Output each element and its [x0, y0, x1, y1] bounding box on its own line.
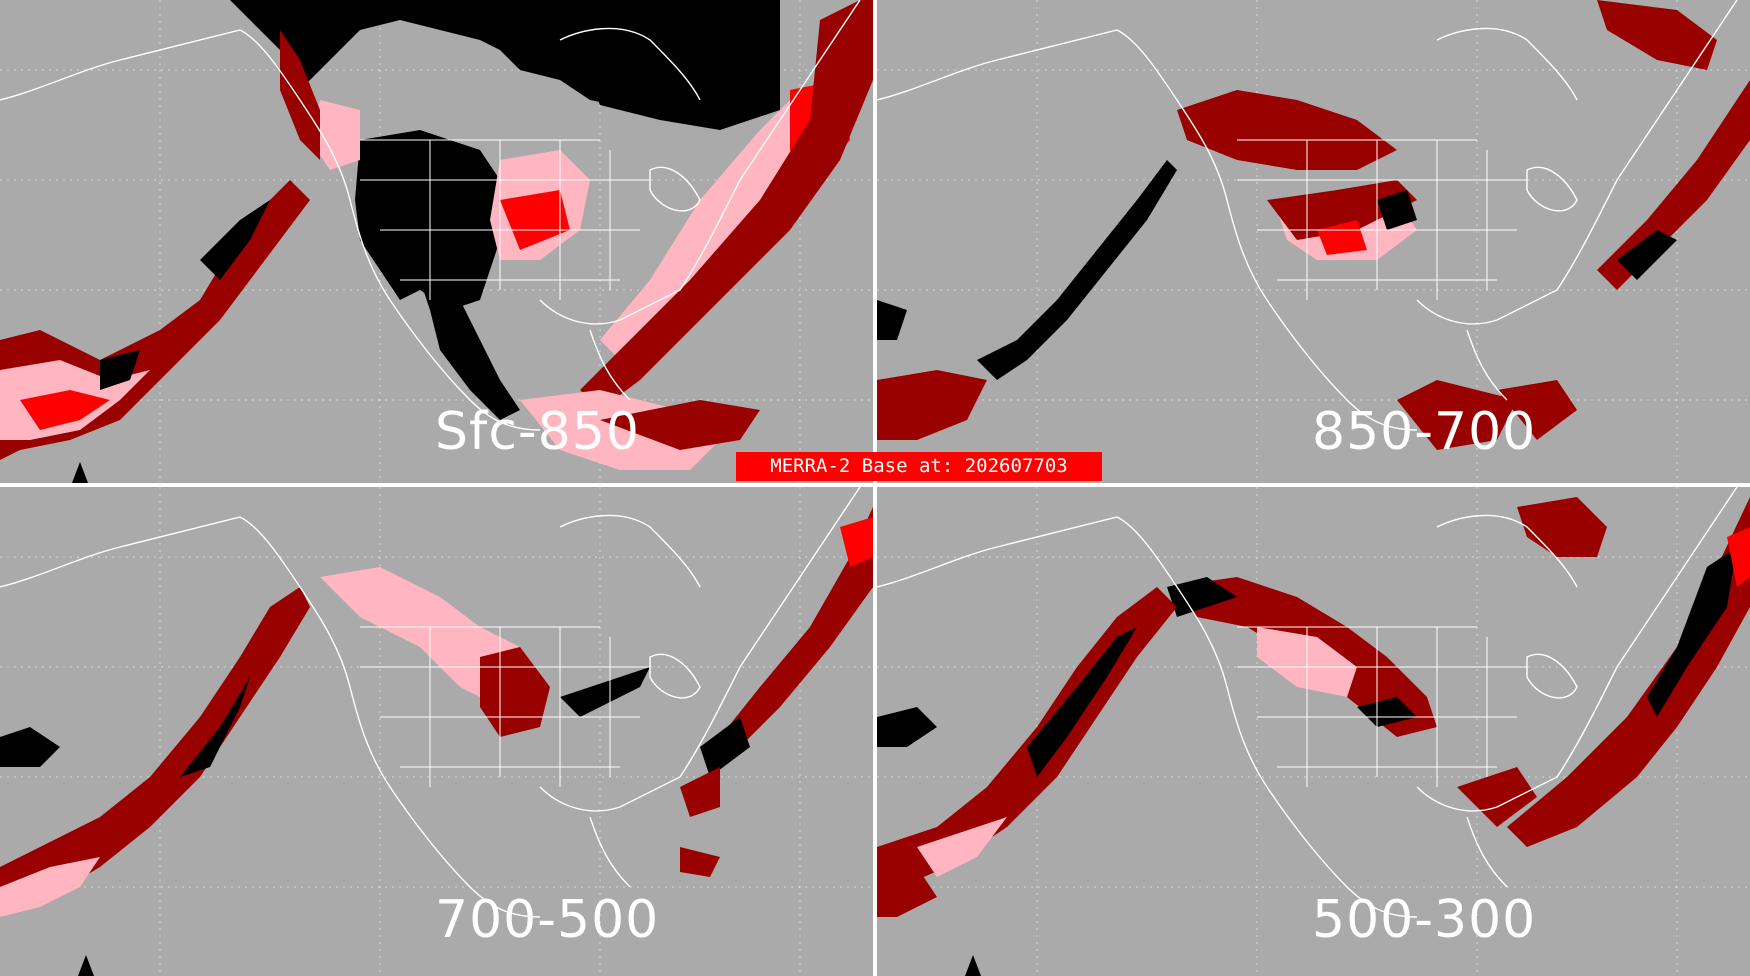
panel-divider-vertical [873, 0, 877, 976]
panel-label: Sfc-850 [435, 402, 640, 462]
map-svg [877, 0, 1750, 483]
panel-label: 500-300 [1312, 890, 1537, 950]
shading-black-band-pacific [977, 160, 1177, 380]
shading-black-west-us [355, 130, 500, 310]
map-panel-sfc-850: Sfc-850 [0, 0, 873, 483]
coastlines [0, 0, 861, 431]
panel-label: 850-700 [1312, 402, 1537, 462]
triangle-up-icon [78, 955, 94, 976]
triangle-up-icon [965, 955, 981, 976]
shading-dark-red-band-east [580, 0, 873, 410]
base-time-banner: MERRA-2 Base at: 202607703 [736, 452, 1102, 481]
panel-divider-horizontal [0, 483, 1750, 487]
map-svg [0, 487, 873, 976]
map-panel-500-300: 500-300 [877, 487, 1750, 976]
triangle-up-icon [72, 462, 88, 483]
map-svg [877, 487, 1750, 976]
state-borders [360, 139, 650, 300]
map-svg [0, 0, 873, 483]
shading-black-jet-core [1167, 577, 1237, 617]
panel-label: 700-500 [435, 890, 660, 950]
shading-dark-red-north [1177, 90, 1397, 170]
shading-dark-red-central [480, 647, 550, 737]
shading-dark-red-band-east [1597, 80, 1750, 290]
map-panel-850-700: 850-700 [877, 0, 1750, 483]
shading-dark-red-band-east [1507, 497, 1750, 847]
map-panel-700-500: 700-500 [0, 487, 873, 976]
shading-dark-red-band-pacific [0, 587, 310, 917]
